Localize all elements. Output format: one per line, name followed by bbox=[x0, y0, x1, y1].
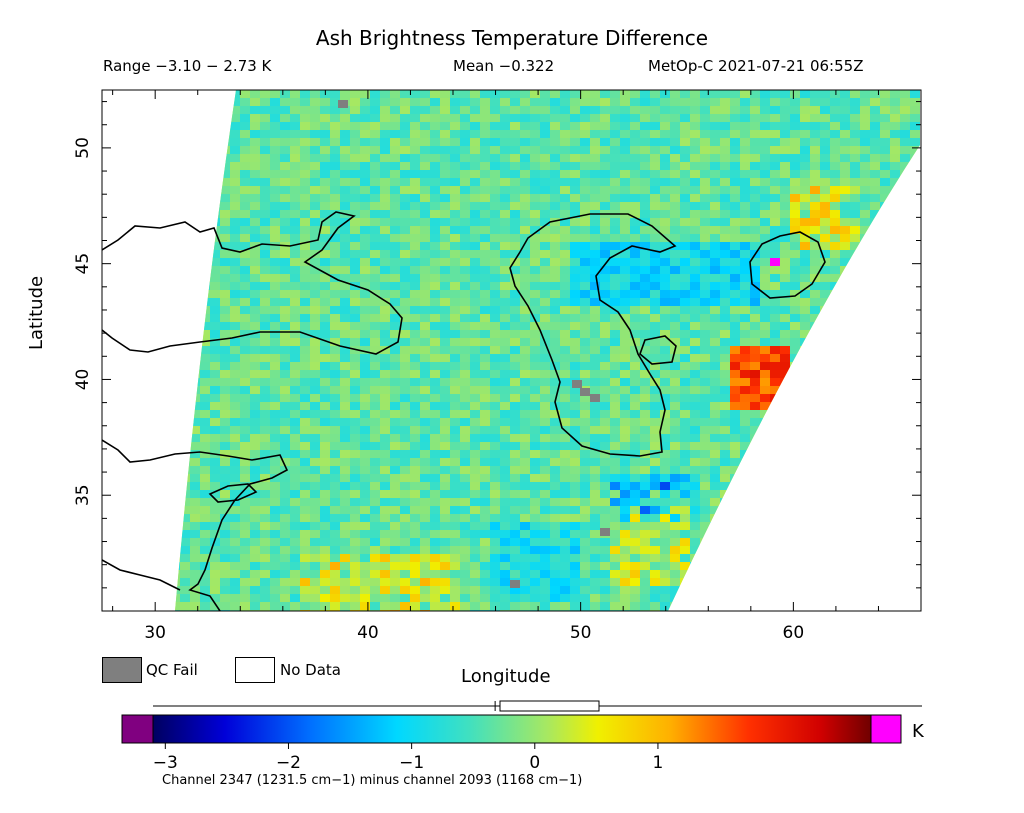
no-data-swatch bbox=[235, 657, 275, 683]
no-data-label: No Data bbox=[280, 661, 341, 679]
colorbar-tick-label: −1 bbox=[399, 753, 424, 773]
map-frame bbox=[101, 89, 922, 612]
cyprus-coast bbox=[208, 483, 258, 503]
channel-description: Channel 2347 (1231.5 cm−1) minus channel… bbox=[162, 773, 583, 788]
mean-box bbox=[499, 700, 600, 712]
mediterranean-coast bbox=[102, 439, 289, 611]
qc-fail-swatch bbox=[102, 657, 142, 683]
y-axis-label: Latitude bbox=[26, 275, 47, 350]
colorbar-under-swatch bbox=[121, 714, 154, 744]
x-axis-label: Longitude bbox=[461, 666, 551, 687]
colorbar-tick-label: −3 bbox=[153, 753, 178, 773]
x-tick-label: 50 bbox=[570, 623, 592, 643]
colorbar-tick-label: 1 bbox=[653, 753, 664, 773]
range-readout: Range −3.10 − 2.73 K bbox=[103, 57, 272, 75]
caspian-sea-coast bbox=[509, 213, 677, 457]
y-tick-label: 50 bbox=[73, 137, 93, 159]
colorbar-tick-label: −2 bbox=[276, 753, 301, 773]
colorbar-over-swatch bbox=[870, 714, 902, 744]
aral-sea-coast bbox=[749, 231, 826, 299]
colorbar-gradient bbox=[152, 714, 872, 744]
x-tick-label: 40 bbox=[357, 623, 379, 643]
x-tick-label: 30 bbox=[144, 623, 166, 643]
y-tick-label: 45 bbox=[73, 253, 93, 275]
coastlines bbox=[102, 211, 826, 611]
mean-readout: Mean −0.322 bbox=[453, 57, 555, 75]
ash-btd-swath bbox=[175, 90, 920, 611]
colorbar-unit: K bbox=[912, 721, 924, 742]
black-sea-coast bbox=[102, 211, 403, 355]
colorbar: −3 −2 −1 0 1 bbox=[121, 700, 922, 773]
map-title: Ash Brightness Temperature Difference bbox=[315, 26, 709, 50]
y-tick-label: 35 bbox=[73, 484, 93, 506]
qc-fail-label: QC Fail bbox=[146, 661, 198, 679]
kara-bogaz-gol-coast bbox=[639, 335, 677, 365]
satellite-timestamp: MetOp-C 2021-07-21 06:55Z bbox=[648, 57, 864, 75]
colorbar-tick-label: 0 bbox=[529, 753, 540, 773]
y-tick-label: 40 bbox=[73, 369, 93, 391]
x-tick-label: 60 bbox=[783, 623, 805, 643]
